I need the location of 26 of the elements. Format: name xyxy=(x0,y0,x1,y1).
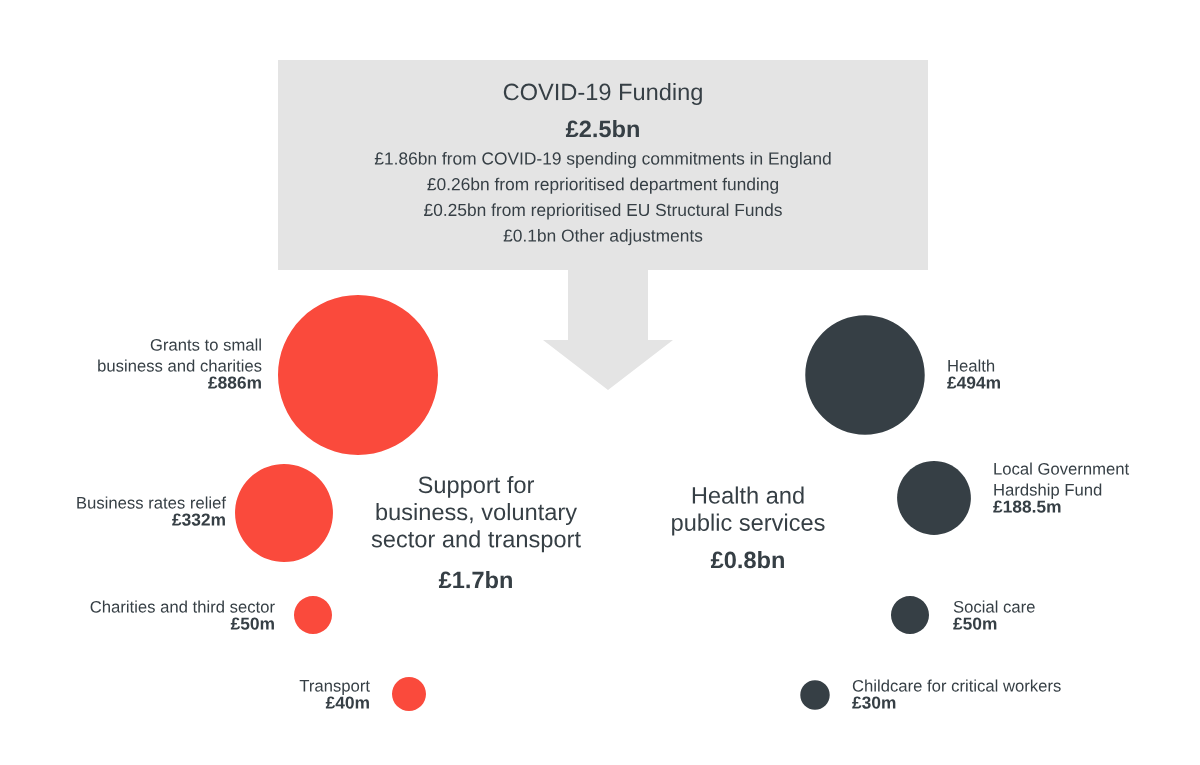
data-label: £50m xyxy=(230,617,274,630)
category-label: Grants to small business and charities xyxy=(98,338,262,372)
data-label: £50m xyxy=(953,617,997,630)
category-label: Social care xyxy=(953,600,1035,613)
text: £0.26bn from reprioritised department funding xyxy=(427,177,779,194)
category-label: Transport xyxy=(299,680,370,695)
text: £1.86bn from COVID-19 spending commitments in England xyxy=(374,151,831,169)
category-label: Childcare for critical workers xyxy=(852,679,1061,692)
text: £0.1bn Other adjustments xyxy=(503,229,703,246)
text: £2.5bn xyxy=(565,120,639,138)
data-label: £188.5m xyxy=(993,500,1061,513)
text: £0.25bn from reprioritised EU Structural Funds xyxy=(424,203,782,220)
category-label: Charities and third sector xyxy=(90,600,275,613)
category-label: Local Government Hardship Fund xyxy=(994,462,1130,499)
data-label: £40m xyxy=(325,696,369,709)
data-label: £332m xyxy=(172,513,225,526)
text: £0.8bn xyxy=(710,550,784,569)
data-label: £886m xyxy=(208,376,261,389)
text: Health and public services xyxy=(672,486,825,536)
category-label: Health xyxy=(948,359,995,372)
data-label: £494m xyxy=(947,376,1000,389)
category-label: Business rates relief xyxy=(77,496,227,509)
text: £1.7bn xyxy=(438,570,512,589)
text: Support for business, voluntary sector and transport xyxy=(371,475,581,553)
text: COVID-19 Funding xyxy=(503,83,702,106)
data-label: £30m xyxy=(852,696,896,709)
